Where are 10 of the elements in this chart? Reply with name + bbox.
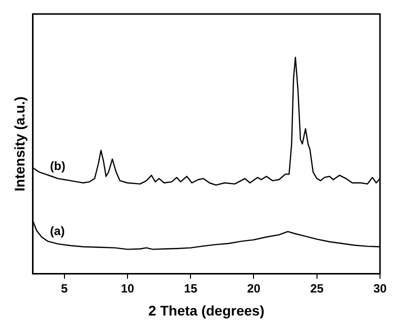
x-tick-label: 10 xyxy=(120,281,134,296)
x-tick-label: 20 xyxy=(247,281,261,296)
y-axis-title: Intensity (a.u.) xyxy=(11,96,28,192)
x-tick-label: 30 xyxy=(373,281,387,296)
x-tick-label: 5 xyxy=(61,281,68,296)
x-tick-label: 15 xyxy=(184,281,198,296)
x-tick-label: 25 xyxy=(310,281,324,296)
series-label: (a) xyxy=(50,224,65,238)
series-label: (b) xyxy=(50,158,66,173)
x-axis-title: 2 Theta (degrees) xyxy=(148,302,264,318)
